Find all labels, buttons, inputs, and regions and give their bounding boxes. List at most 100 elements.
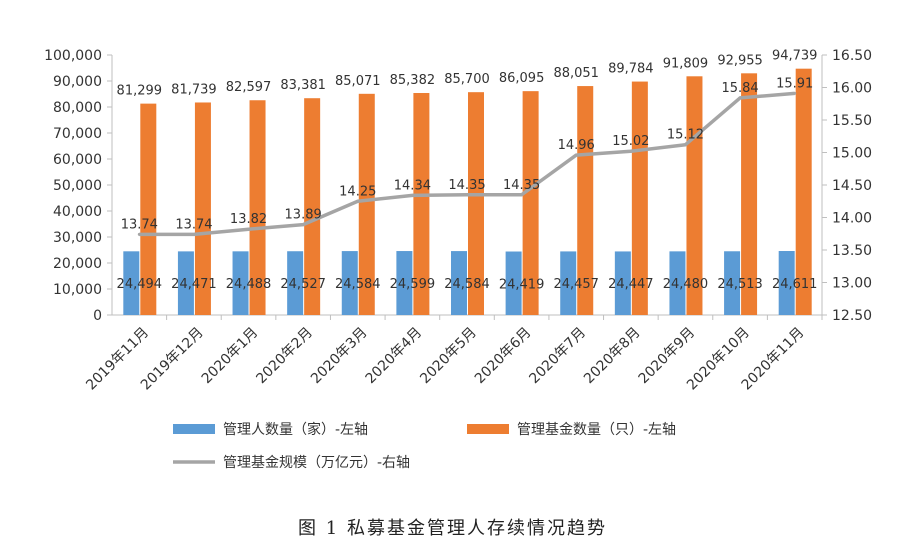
legend-label-manager-count: 管理人数量（家）-左轴 [223, 421, 368, 438]
x-axis-tick-label: 2020年4月 [363, 325, 426, 388]
right-axis-tick-label: 14.00 [832, 211, 872, 227]
line-point-fund-scale [738, 96, 742, 100]
data-label-fund-count: 81,299 [117, 84, 163, 99]
data-label-manager-count: 24,494 [117, 277, 163, 292]
left-axis-tick-label: 10,000 [53, 282, 102, 298]
data-labels: 24,494 81,299 24,471 81,739 24,488 82,597 24,5… [117, 49, 818, 293]
data-label-manager-count: 24,488 [226, 277, 272, 292]
bar-fund-count [741, 73, 758, 315]
data-label-fund-scale: 14.34 [394, 178, 431, 193]
data-label-manager-count: 24,611 [772, 277, 818, 292]
bar-series [123, 68, 812, 316]
x-axis-tick-label: 2020年6月 [472, 325, 535, 388]
bar-fund-count [577, 86, 594, 315]
x-axis-tick-labels: 2019年11月2019年12月2020年1月2020年2月2020年3月202… [83, 315, 823, 393]
bar-fund-count [522, 91, 539, 315]
right-axis-tick-label: 12.50 [832, 308, 872, 324]
left-axis-tick-label: 70,000 [53, 126, 102, 142]
data-label-manager-count: 24,480 [663, 277, 709, 292]
data-label-fund-scale: 15.12 [667, 128, 704, 143]
data-label-fund-scale: 15.91 [776, 76, 813, 91]
bar-manager-count [123, 251, 140, 315]
bar-fund-count [194, 102, 211, 315]
data-label-fund-count: 91,809 [663, 56, 709, 71]
line-point-fund-scale [465, 193, 469, 197]
chart: 0 10,000 20,000 30,000 40,000 50,000 60,000 70,… [44, 48, 872, 471]
right-axis-tick-label: 16.50 [832, 48, 872, 64]
left-axis-tick-label: 80,000 [53, 100, 102, 116]
right-axis-tick-label: 16.00 [832, 81, 872, 97]
data-label-fund-count: 85,382 [390, 73, 436, 88]
data-label-fund-scale: 14.25 [339, 184, 376, 199]
data-label-fund-count: 92,955 [717, 53, 763, 68]
bar-manager-count [341, 251, 358, 315]
bar-fund-count [686, 76, 703, 315]
data-label-fund-count: 85,700 [444, 72, 490, 87]
bar-fund-count [795, 68, 812, 316]
right-axis: 12.50 13.00 13.50 14.00 14.50 15.00 15.50 16.00… [821, 48, 872, 324]
figure-caption: 图 1 私募基金管理人存续情况趋势 [298, 518, 607, 539]
legend-swatch-manager-count [173, 424, 215, 434]
data-label-fund-scale: 13.82 [230, 212, 267, 227]
left-axis-tick-label: 90,000 [53, 74, 102, 90]
legend-label-fund-scale: 管理基金规模（万亿元）-右轴 [223, 454, 410, 471]
bar-fund-count [358, 93, 375, 315]
data-label-fund-scale: 15.02 [612, 134, 649, 149]
bar-manager-count [778, 251, 795, 315]
line-point-fund-scale [629, 149, 633, 153]
line-point-fund-scale [520, 193, 524, 197]
x-axis-tick-label: 2020年7月 [526, 325, 589, 388]
right-axis-tick-label: 14.50 [832, 178, 872, 194]
data-label-fund-count: 89,784 [608, 62, 654, 77]
x-axis-tick-label: 2020年2月 [253, 325, 316, 388]
data-label-manager-count: 24,419 [499, 277, 545, 292]
bar-fund-count [468, 92, 484, 316]
left-axis-tick-label: 30,000 [53, 230, 102, 246]
right-axis-tick-label: 13.00 [832, 276, 872, 292]
line-point-fund-scale [410, 193, 414, 197]
line-point-fund-scale [247, 227, 251, 231]
bar-fund-count [249, 100, 266, 315]
left-axis-tick-label: 50,000 [53, 178, 102, 194]
left-axis-tick-label: 40,000 [53, 204, 102, 220]
data-label-fund-count: 85,071 [335, 74, 381, 89]
data-label-fund-scale: 13.74 [175, 217, 212, 232]
left-axis-tick-label: 60,000 [53, 152, 102, 168]
data-label-fund-scale: 13.89 [285, 208, 322, 223]
left-axis-tick-label: 0 [93, 308, 102, 324]
bar-manager-count [232, 251, 249, 315]
bar-manager-count [451, 251, 467, 315]
data-label-fund-count: 86,095 [499, 71, 545, 86]
line-point-fund-scale [574, 153, 578, 157]
data-label-fund-count: 83,381 [280, 78, 326, 93]
data-label-manager-count: 24,513 [717, 277, 763, 292]
data-label-manager-count: 24,599 [390, 277, 436, 292]
x-axis-tick-label: 2020年5月 [417, 325, 480, 388]
bar-fund-count [304, 98, 321, 315]
bar-manager-count [724, 251, 741, 315]
data-label-fund-scale: 13.74 [121, 217, 158, 232]
x-axis-tick-label: 2020年3月 [308, 325, 371, 388]
data-label-fund-scale: 14.96 [558, 138, 595, 153]
line-point-fund-scale [301, 223, 305, 227]
legend-label-fund-count: 管理基金数量（只）-左轴 [517, 421, 676, 438]
bar-manager-count [505, 251, 522, 315]
data-label-manager-count: 24,584 [444, 277, 490, 292]
x-axis-tick-label: 2020年8月 [581, 325, 644, 388]
right-axis-tick-label: 15.00 [832, 146, 872, 162]
line-point-fund-scale [683, 143, 687, 147]
bar-manager-count [177, 251, 194, 315]
data-label-fund-count: 81,739 [171, 82, 217, 97]
bar-manager-count [669, 251, 686, 315]
bar-fund-count [413, 93, 430, 315]
line-point-fund-scale [356, 199, 360, 203]
bar-manager-count [396, 251, 413, 315]
data-label-manager-count: 24,471 [171, 277, 217, 292]
right-axis-tick-label: 13.50 [832, 243, 872, 259]
line-point-fund-scale [137, 232, 141, 236]
data-label-fund-scale: 14.35 [448, 178, 485, 193]
data-label-fund-count: 82,597 [226, 80, 272, 95]
line-point-fund-scale [793, 91, 797, 95]
data-label-manager-count: 24,527 [280, 277, 326, 292]
